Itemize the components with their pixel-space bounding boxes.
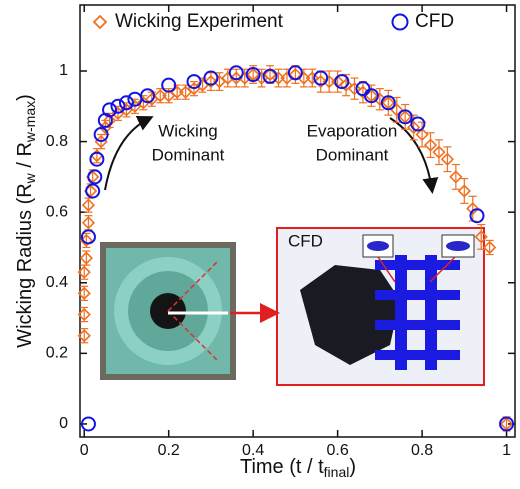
x-tick-label: 0.6 — [326, 442, 348, 459]
x-tick-label: 0.2 — [158, 442, 180, 459]
x-tick-label: 1 — [502, 442, 511, 459]
y-label-sub: w — [22, 172, 38, 184]
data-point — [186, 74, 202, 90]
error-bar — [392, 96, 401, 123]
data-point — [407, 120, 421, 135]
error-bar — [325, 70, 334, 93]
error-bar — [375, 88, 384, 111]
data-point — [499, 416, 515, 432]
data-point — [474, 230, 488, 244]
data-point — [77, 286, 91, 300]
data-point — [313, 70, 329, 86]
data-point — [245, 67, 261, 83]
data-point — [449, 170, 463, 184]
data-point — [110, 98, 126, 114]
error-bar — [477, 223, 486, 250]
error-bar — [350, 77, 359, 100]
data-point — [347, 82, 362, 96]
legend-marker — [391, 13, 409, 31]
data-point — [469, 208, 485, 224]
data-point — [398, 110, 412, 124]
x-label-part: Time (t / t — [240, 456, 324, 478]
data-point — [457, 184, 471, 198]
data-point — [79, 251, 93, 265]
data-point — [246, 67, 260, 82]
data-point — [363, 88, 379, 104]
data-point — [87, 169, 103, 185]
error-bar — [460, 178, 469, 204]
data-point — [161, 77, 177, 93]
data-point — [499, 417, 514, 431]
error-bar — [451, 163, 460, 190]
y-label-part: Wicking Radius (R — [14, 183, 36, 347]
error-bar — [443, 146, 452, 173]
error-bar — [384, 89, 393, 116]
data-point — [81, 198, 96, 212]
y-tick-label: 0.4 — [46, 274, 68, 291]
plot-frame — [79, 4, 516, 438]
data-point — [77, 265, 91, 279]
data-point — [380, 95, 396, 111]
x-axis-label: Time (t / tfinal) — [240, 456, 356, 479]
data-point — [77, 307, 91, 322]
trend-arrow — [104, 116, 154, 191]
error-bar — [333, 70, 342, 93]
y-label-part: / R — [14, 142, 36, 173]
data-point — [85, 183, 101, 199]
annotation: Dominant — [316, 145, 389, 164]
data-point — [93, 127, 109, 143]
data-point — [77, 329, 91, 343]
y-tick-label: 0.2 — [46, 345, 68, 362]
annotation: Dominant — [152, 145, 225, 164]
data-point — [140, 88, 156, 104]
x-tick-label: 0 — [80, 442, 89, 459]
annotation: Wicking — [158, 121, 218, 140]
x-tick-label: 0.8 — [411, 442, 433, 459]
y-tick-label: 0.8 — [46, 133, 68, 150]
data-point — [102, 102, 118, 118]
annotation: CFD — [288, 231, 323, 250]
data-point — [203, 70, 219, 86]
data-point — [89, 151, 105, 167]
inset-cfd — [276, 227, 485, 386]
data-point — [440, 152, 455, 166]
legend-marker — [92, 14, 108, 30]
data-point — [415, 127, 429, 142]
data-point — [466, 202, 480, 216]
data-point — [80, 416, 96, 432]
data-point — [432, 145, 446, 159]
data-point — [287, 65, 303, 81]
x-label-part: ) — [349, 456, 356, 478]
data-point — [262, 68, 278, 84]
data-point — [334, 74, 350, 90]
data-point — [263, 67, 277, 82]
data-point — [118, 95, 134, 111]
y-tick-label: 1 — [59, 62, 68, 79]
y-tick-label: 0.6 — [46, 203, 68, 220]
y-label-part: ) — [14, 94, 36, 101]
data-point — [80, 229, 96, 245]
y-label-sub: w-max — [22, 101, 38, 143]
data-point — [423, 138, 438, 152]
x-label-sub: final — [324, 464, 350, 480]
data-point — [228, 65, 244, 81]
data-point — [410, 116, 426, 132]
x-tick-label: 0.4 — [242, 442, 264, 459]
annotation: Evaporation — [307, 121, 398, 140]
error-bar — [434, 139, 443, 166]
data-point — [397, 109, 413, 125]
legend-label: CFD — [415, 11, 454, 32]
data-point — [305, 71, 319, 85]
y-axis-label: Wicking Radius (Rw / Rw-max) — [14, 94, 37, 348]
y-tick-label: 0 — [59, 415, 68, 432]
legend-label: Wicking Experiment — [115, 11, 284, 32]
error-bar — [426, 132, 435, 159]
data-point — [483, 240, 497, 255]
error-bar — [401, 103, 410, 130]
data-point — [339, 78, 353, 92]
data-point — [81, 216, 96, 230]
inset-photo — [100, 242, 236, 380]
